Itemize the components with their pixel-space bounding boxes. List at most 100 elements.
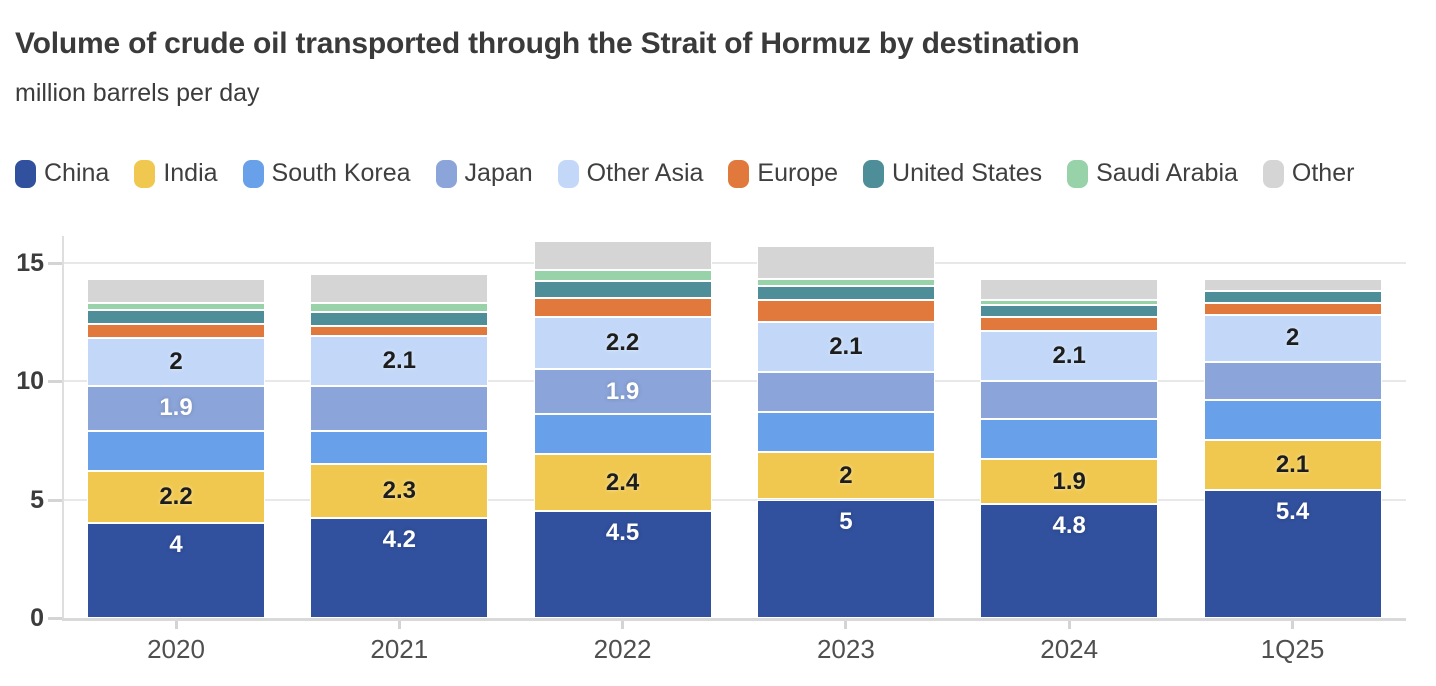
bar-value-label: 2.3 <box>382 477 416 505</box>
bar-segment-china: 4.8 <box>980 504 1159 618</box>
bar-segment-united-states <box>87 309 265 325</box>
bar-value-label: 2 <box>169 348 183 376</box>
bar-value-label: 4.2 <box>382 526 416 554</box>
bar-value-label: 4.8 <box>1052 512 1086 540</box>
legend-swatch-icon <box>1262 159 1284 188</box>
bar-segment-saudi-arabia <box>87 302 265 310</box>
bar-segment-europe <box>310 326 489 336</box>
bar-value-label: 1.9 <box>159 394 193 422</box>
legend-swatch-icon <box>728 159 750 188</box>
bar-segment-europe <box>1203 302 1382 315</box>
bar-segment-japan <box>980 381 1159 419</box>
x-axis-label: 2021 <box>370 634 429 664</box>
bar-segment-south-korea <box>980 418 1159 460</box>
bar-segment-india: 2.3 <box>310 463 489 519</box>
bar-segment-china: 4.2 <box>310 518 489 618</box>
bar-segment-saudi-arabia <box>756 279 935 287</box>
bar-segment-other <box>1203 279 1382 291</box>
bar-value-label: 2.1 <box>1052 342 1086 370</box>
y-axis-label: 0 <box>30 604 44 632</box>
bar-value-label: 5.4 <box>1275 498 1310 526</box>
y-axis-tick <box>48 617 63 620</box>
legend-label: Other Asia <box>586 159 704 187</box>
bar-segment-japan: 1.9 <box>87 385 265 431</box>
legend-item-other-asia: Other Asia <box>557 159 704 188</box>
bar-segment-united-states <box>980 305 1159 317</box>
bar-segment-other <box>87 279 265 303</box>
x-axis-label: 2023 <box>816 634 875 664</box>
bar-segment-china: 4.5 <box>533 511 712 618</box>
legend-swatch-icon <box>435 159 457 188</box>
y-axis-label: 5 <box>30 485 44 514</box>
bar-segment-saudi-arabia <box>980 300 1159 306</box>
x-axis-tick <box>1067 621 1071 629</box>
bar-segment-india: 2.4 <box>533 454 712 512</box>
y-axis-tick <box>48 261 63 265</box>
legend-swatch-icon <box>1067 159 1089 188</box>
gridline <box>62 498 1406 501</box>
bar-value-label: 1.9 <box>1052 467 1086 495</box>
legend-swatch-icon <box>242 159 264 188</box>
bar-segment-europe <box>87 324 265 339</box>
bar-segment-india: 2.2 <box>87 471 265 524</box>
legend-item-other: Other <box>1262 159 1355 188</box>
bar-segment-china: 5.4 <box>1203 490 1382 618</box>
bar-value-label: 2.1 <box>382 346 416 374</box>
bar-segment-china: 5 <box>756 499 935 618</box>
bar-value-label: 2.1 <box>829 332 863 360</box>
bar-segment-other <box>756 245 935 280</box>
legend-item-china: China <box>15 159 109 188</box>
y-axis-label: 10 <box>16 367 44 395</box>
bar-segment-united-states <box>533 281 712 299</box>
legend-swatch-icon <box>863 159 885 188</box>
bar-segment-other <box>980 279 1159 301</box>
bar-segment-south-korea <box>310 430 489 464</box>
bar-segment-china: 4 <box>87 523 265 618</box>
bar-segment-other-asia: 2.1 <box>310 335 489 386</box>
legend-label: Japan <box>464 159 533 187</box>
chart-header: Volume of crude oil transported through … <box>15 26 1425 108</box>
bar-segment-india: 2.1 <box>1203 440 1382 491</box>
legend-item-saudi-arabia: Saudi Arabia <box>1067 159 1238 188</box>
legend-label: Other <box>1291 159 1355 187</box>
legend-label: India <box>163 159 218 187</box>
bar-segment-japan <box>756 371 935 412</box>
bar-segment-united-states <box>1203 290 1382 303</box>
bar-segment-india: 2 <box>756 452 935 500</box>
legend-swatch-icon <box>557 159 579 188</box>
bar-segment-japan <box>310 385 489 431</box>
bar-segment-other-asia: 2.1 <box>980 331 1159 381</box>
legend-item-south-korea: South Korea <box>242 159 411 188</box>
page-title: Volume of crude oil transported through … <box>15 27 1080 60</box>
bar-segment-other-asia: 2 <box>87 338 265 386</box>
y-axis-tick <box>48 498 63 502</box>
legend-label: Saudi Arabia <box>1096 159 1238 187</box>
chart-units-subtitle: million barrels per day <box>15 79 260 107</box>
bar-segment-japan: 1.9 <box>533 369 712 415</box>
y-axis-tick <box>48 380 63 383</box>
x-axis-tick <box>621 621 625 629</box>
bar-value-label: 2.4 <box>605 468 640 496</box>
bar-segment-other-asia: 2.1 <box>756 321 935 372</box>
bar-segment-europe <box>756 300 935 322</box>
bar-segment-other-asia: 2.2 <box>533 317 712 370</box>
bar-value-label: 2 <box>839 461 853 489</box>
x-axis-tick <box>844 621 848 629</box>
bar-segment-europe <box>533 298 712 317</box>
bar-segment-south-korea <box>533 414 712 455</box>
x-axis-label: 2022 <box>593 634 652 664</box>
bar-value-label: 4.5 <box>605 519 640 547</box>
bar-segment-india: 1.9 <box>980 459 1159 505</box>
bar-value-label: 2.2 <box>159 483 193 511</box>
legend-label: South Korea <box>271 159 411 187</box>
x-axis-tick <box>397 621 401 629</box>
gridline <box>62 261 1406 264</box>
bar-segment-other <box>310 274 489 303</box>
bar-value-label: 2.2 <box>605 329 640 357</box>
legend-swatch-icon <box>134 159 156 188</box>
legend-label: China <box>44 159 110 187</box>
bar-segment-other-asia: 2 <box>1203 314 1382 363</box>
y-axis-label: 15 <box>16 248 44 277</box>
chart-legend: China India South Korea Japan Other Asia Euro… <box>15 159 1354 188</box>
